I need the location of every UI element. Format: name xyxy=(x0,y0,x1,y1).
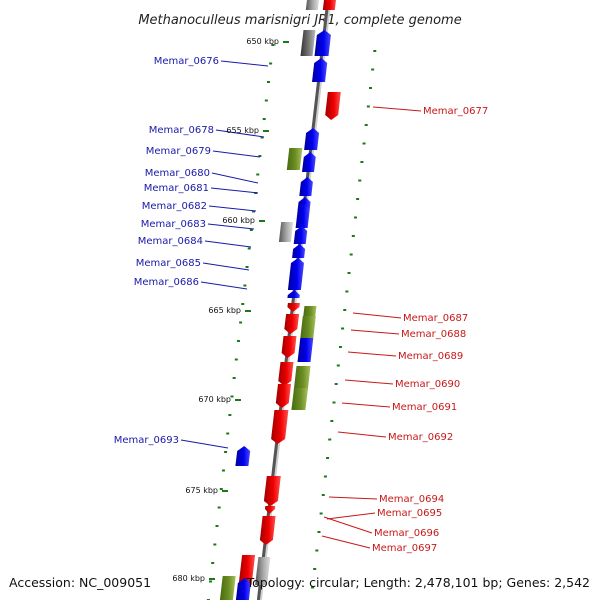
gene-label[interactable]: Memar_0685 xyxy=(136,258,201,269)
gene-leader-line xyxy=(202,262,250,271)
minus-strand-gene xyxy=(304,128,320,150)
plus-strand-gene xyxy=(238,555,256,585)
kbp-marker-label: 670 kbp xyxy=(198,395,231,404)
minus-strand-gene xyxy=(302,152,316,172)
other-feature xyxy=(291,388,308,410)
gene-label[interactable]: Memar_0676 xyxy=(154,56,219,67)
kbp-marker-label: 650 kbp xyxy=(246,37,279,46)
minus-strand-gene xyxy=(292,244,306,258)
minus-strand-gene xyxy=(297,338,314,362)
map-title: Methanoculleus marisnigri JR1, complete … xyxy=(138,13,461,28)
gene-label[interactable]: Memar_0691 xyxy=(392,402,457,413)
minus-strand-gene xyxy=(235,446,251,466)
kbp-marker-label: 655 kbp xyxy=(226,126,259,135)
gene-leader-line xyxy=(212,150,261,158)
label-layer: Memar_0676 Memar_0678 Memar_0679 Memar_0680… xyxy=(114,56,488,554)
kbp-marker-label: 680 kbp xyxy=(172,574,205,583)
plus-strand-gene xyxy=(271,410,289,444)
gene-label[interactable]: Memar_0684 xyxy=(138,236,203,247)
genome-summary-text: Topology: circular; Length: 2,478,101 bp… xyxy=(246,575,590,590)
gray-feature xyxy=(278,222,294,242)
gray-feature xyxy=(255,557,271,585)
gene-label[interactable]: Memar_0695 xyxy=(377,508,442,519)
kbp-marker-label: 675 kbp xyxy=(185,486,218,495)
minus-strand-gene xyxy=(293,226,308,244)
gray-feature xyxy=(305,0,319,10)
gene-label[interactable]: Memar_0681 xyxy=(144,183,209,194)
gene-leader-line xyxy=(344,379,394,385)
plus-strand-gene xyxy=(278,362,294,386)
plus-strand-gene xyxy=(263,476,281,506)
feature-layer xyxy=(219,0,341,600)
minus-strand-gene xyxy=(287,258,304,290)
gene-label[interactable]: Memar_0697 xyxy=(372,543,437,554)
gene-leader-line xyxy=(211,172,259,184)
kbp-marker-label: 660 kbp xyxy=(222,216,255,225)
minus-strand-gene xyxy=(299,177,313,196)
plus-strand-gene xyxy=(325,92,341,120)
gene-leader-line xyxy=(350,329,400,335)
plus-strand-gene xyxy=(281,336,297,358)
minus-strand-gene xyxy=(287,290,300,298)
minus-strand-gene xyxy=(314,30,331,56)
gene-leader-line xyxy=(200,281,248,290)
gene-label[interactable]: Memar_0696 xyxy=(374,528,439,539)
gene-label[interactable]: Memar_0679 xyxy=(146,146,211,157)
plus-strand-gene xyxy=(322,0,336,10)
gene-leader-line xyxy=(341,402,391,408)
gene-label[interactable]: Memar_0677 xyxy=(423,106,488,117)
gene-leader-line xyxy=(323,516,373,534)
plus-strand-gene xyxy=(284,314,300,334)
gene-leader-line xyxy=(180,439,229,449)
minus-strand-gene xyxy=(312,58,328,82)
gene-label[interactable]: Memar_0689 xyxy=(398,351,463,362)
gene-leader-line xyxy=(337,431,387,438)
other-feature xyxy=(303,306,317,316)
gene-label[interactable]: Memar_0694 xyxy=(379,494,444,505)
other-feature xyxy=(300,316,316,338)
gene-leader-line xyxy=(372,106,422,112)
gene-leader-line xyxy=(204,240,252,248)
gene-label[interactable]: Memar_0678 xyxy=(149,125,214,136)
gene-label[interactable]: Memar_0687 xyxy=(403,313,468,324)
plus-strand-gene xyxy=(265,506,276,514)
plus-strand-gene xyxy=(259,516,276,545)
accession-text: Accession: NC_009051 xyxy=(9,575,151,590)
gene-leader-line xyxy=(207,223,255,230)
minus-strand-gene xyxy=(235,578,251,600)
gene-leader-line xyxy=(328,496,378,500)
gene-leader-line xyxy=(210,187,259,194)
gene-leader-line xyxy=(321,535,371,549)
gene-leader-line xyxy=(326,512,376,520)
gene-leader-line xyxy=(220,60,269,67)
gray-feature xyxy=(300,30,316,56)
gene-label[interactable]: Memar_0693 xyxy=(114,435,179,446)
gene-label[interactable]: Memar_0680 xyxy=(145,168,210,179)
gene-label[interactable]: Memar_0690 xyxy=(395,379,460,390)
other-feature xyxy=(286,148,303,170)
minus-strand-gene xyxy=(295,204,310,228)
gene-label[interactable]: Memar_0683 xyxy=(141,219,206,230)
plus-strand-gene xyxy=(275,384,291,408)
gene-leader-line xyxy=(352,312,402,319)
other-feature xyxy=(293,366,311,390)
gene-label[interactable]: Memar_0688 xyxy=(401,329,466,340)
gene-leader-line xyxy=(208,205,257,212)
plus-strand-gene xyxy=(287,303,300,312)
gene-leader-line xyxy=(347,351,397,357)
gene-label[interactable]: Memar_0686 xyxy=(134,277,199,288)
other-feature xyxy=(219,576,236,600)
gene-label[interactable]: Memar_0692 xyxy=(388,432,453,443)
kbp-marker-layer: 650 kbp 655 kbp 660 kbp 665 kbp 670 kbp 675 k… xyxy=(172,37,289,583)
gene-leader-line xyxy=(215,129,265,138)
kbp-marker-label: 665 kbp xyxy=(208,306,241,315)
tick-layer xyxy=(206,44,377,600)
gene-label[interactable]: Memar_0682 xyxy=(142,201,207,212)
